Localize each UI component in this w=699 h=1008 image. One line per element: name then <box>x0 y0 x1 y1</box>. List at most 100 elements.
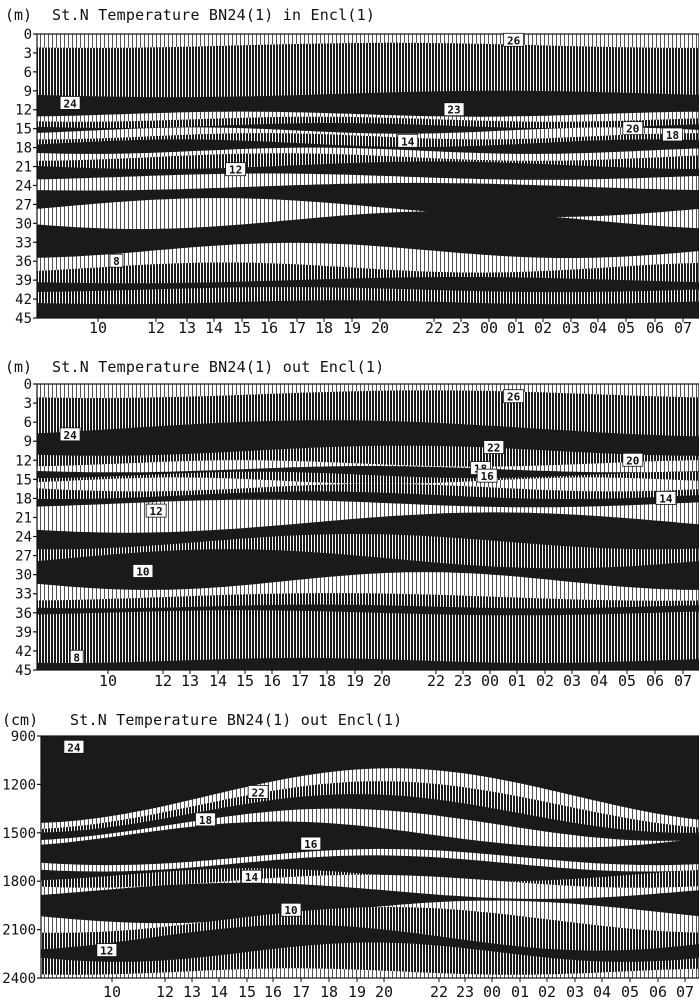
temperature-band-14 <box>41 942 699 978</box>
plot-frame <box>36 33 699 319</box>
contour-label-box <box>483 440 505 454</box>
contour-label-box <box>225 162 247 177</box>
x-tick-label: 01 <box>508 672 526 690</box>
x-tick-label: 14 <box>205 319 223 337</box>
y-tick-label: 30 <box>15 216 32 232</box>
x-tick-label: 12 <box>147 319 165 337</box>
y-tick-label: 6 <box>24 65 32 81</box>
x-tick-label: 22 <box>430 983 448 1001</box>
x-tick-label: 02 <box>534 319 552 337</box>
x-tick-label: 02 <box>538 983 556 1001</box>
y-tick-label: 24 <box>15 178 32 194</box>
x-tick-label: 06 <box>649 983 667 1001</box>
x-tick-label: 13 <box>178 319 196 337</box>
y-tick-label: 1200 <box>2 777 36 793</box>
contour-label: 8 <box>73 651 80 664</box>
x-tick-label: 13 <box>181 672 199 690</box>
y-tick-label: 30 <box>15 568 32 584</box>
x-tick-label: 14 <box>210 983 228 1001</box>
x-tick-label: 22 <box>427 672 445 690</box>
heatmap-field <box>41 736 699 978</box>
heatmap-field <box>37 384 699 670</box>
x-tick-label: 06 <box>646 319 664 337</box>
y-tick-label: 6 <box>24 415 32 431</box>
y-tick-label: 0 <box>24 27 32 43</box>
contour-label-box <box>397 133 419 148</box>
x-tick-label: 14 <box>209 672 227 690</box>
x-tick-label: 15 <box>236 672 254 690</box>
x-tick-label: 12 <box>156 983 174 1001</box>
x-tick-label: 06 <box>646 672 664 690</box>
y-tick-label: 12 <box>15 453 32 469</box>
x-tick-label: 05 <box>617 319 635 337</box>
x-tick-label: 00 <box>481 672 499 690</box>
x-tick-label: 00 <box>483 983 501 1001</box>
x-tick-label: 20 <box>371 319 389 337</box>
y-tick-label: 27 <box>15 197 32 213</box>
x-tick-label: 18 <box>320 983 338 1001</box>
contour-label-box <box>280 902 302 917</box>
x-tick-label: 15 <box>233 319 251 337</box>
y-tick-label: 21 <box>15 160 32 176</box>
contour-label-box <box>622 121 644 136</box>
y-tick-label: 36 <box>15 254 32 270</box>
x-tick-label: 18 <box>318 672 336 690</box>
contour-label: 16 <box>304 838 318 851</box>
contour-label: 12 <box>229 164 242 177</box>
contour-label: 12 <box>100 945 113 958</box>
contour-label-box <box>109 253 124 268</box>
contour-label: 14 <box>401 135 415 148</box>
y-tick-label: 33 <box>15 235 32 251</box>
x-tick-label: 19 <box>348 983 366 1001</box>
temperature-band-15 <box>41 968 699 978</box>
contour-label-box <box>145 503 167 518</box>
x-tick-label: 20 <box>373 672 391 690</box>
x-tick-label: 23 <box>456 983 474 1001</box>
temperature-band-20 <box>37 300 699 318</box>
contour-label-box <box>503 389 525 404</box>
y-tick-label: 900 <box>11 729 36 745</box>
y-tick-label: 0 <box>24 377 32 393</box>
y-tick-label: 36 <box>15 606 32 622</box>
y-tick-label: 3 <box>24 396 32 412</box>
contour-label: 20 <box>626 123 639 136</box>
x-tick-label: 19 <box>343 319 361 337</box>
contour-label: 20 <box>626 454 639 467</box>
x-tick-label: 04 <box>589 319 607 337</box>
contour-label: 22 <box>252 786 265 799</box>
y-tick-label: 9 <box>24 434 32 450</box>
x-tick-label: 19 <box>346 672 364 690</box>
contour-label: 26 <box>507 391 521 404</box>
temperature-band-18 <box>37 657 699 670</box>
x-tick-label: 17 <box>291 672 309 690</box>
chart-panel-out-encl-m: 0 3 6 9 12 15 18 21 24 27 30 33 36 39 42 45 10 12 13 14 15 16… <box>0 352 699 700</box>
y-unit-label: (m) <box>5 358 33 376</box>
contour-label-box <box>247 785 269 799</box>
x-tick-label: 18 <box>315 319 333 337</box>
heatmap-field <box>37 34 699 318</box>
x-tick-label: 05 <box>621 983 639 1001</box>
contour-label: 16 <box>481 470 495 483</box>
x-tick-label: 10 <box>99 672 117 690</box>
x-tick-label: 13 <box>183 983 201 1001</box>
x-tick-label: 16 <box>263 672 281 690</box>
contour-label-box <box>503 32 525 47</box>
y-tick-label: 12 <box>15 103 32 119</box>
contour-label: 10 <box>284 904 297 917</box>
chart-panel-out-encl-cm: 900 1200 1500 1800 2100 2400 10 12 13 14 15 16 17 18 1… <box>0 706 699 1008</box>
contour-label-box <box>63 739 85 754</box>
y-tick-label: 18 <box>15 491 32 507</box>
y-tick-label: 9 <box>24 84 32 100</box>
chart-title: St.N Temperature BN24(1) in Encl(1) <box>52 6 376 24</box>
x-tick-label: 22 <box>425 319 443 337</box>
x-tick-label: 00 <box>480 319 498 337</box>
contour-label-box <box>195 812 216 827</box>
plot-frame <box>36 383 699 671</box>
y-tick-label: 15 <box>15 122 32 138</box>
chart-title: St.N Temperature BN24(1) out Encl(1) <box>52 358 385 376</box>
contour-label-box <box>300 836 322 851</box>
y-tick-label: 45 <box>15 311 32 327</box>
x-tick-label: 07 <box>674 319 692 337</box>
contour-label: 22 <box>487 442 500 455</box>
